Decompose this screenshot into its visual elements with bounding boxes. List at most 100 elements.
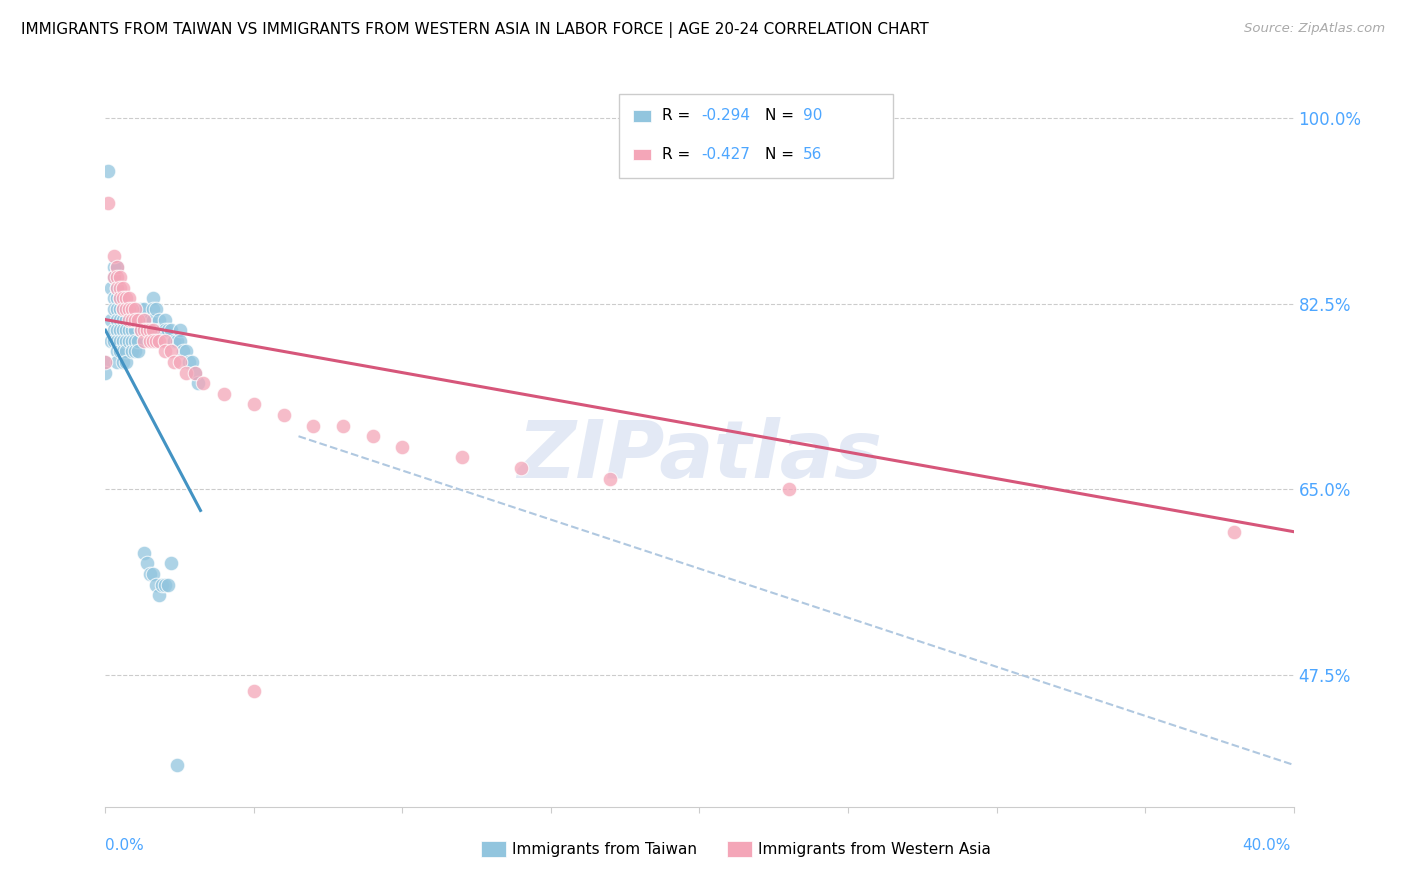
Point (103, 260, 125, 274)
Point (118, 334, 141, 348)
Point (105, 323, 128, 337)
Point (115, 334, 138, 348)
Point (105, 301, 128, 316)
Point (110, 323, 132, 337)
Point (110, 334, 132, 348)
Point (105, 260, 128, 274)
Point (153, 344, 176, 359)
Point (121, 323, 143, 337)
Point (112, 292, 135, 306)
Point (103, 292, 125, 306)
Text: 0.0%: 0.0% (105, 838, 145, 853)
Point (110, 270, 132, 285)
Point (159, 323, 181, 337)
Point (153, 312, 176, 326)
Point (142, 301, 165, 316)
Point (150, 577, 173, 591)
Point (115, 312, 138, 326)
Point (153, 577, 176, 591)
Point (132, 301, 155, 316)
Point (163, 355, 186, 369)
Point (169, 323, 191, 337)
Point (110, 312, 132, 326)
Point (129, 323, 152, 337)
Point (105, 281, 128, 295)
Point (129, 312, 152, 326)
Point (100, 334, 122, 348)
Point (391, 440, 413, 454)
Text: R =: R = (662, 147, 696, 161)
Point (139, 323, 162, 337)
Point (132, 312, 155, 326)
Point (166, 757, 188, 772)
Point (174, 344, 197, 359)
Point (105, 281, 128, 295)
Point (214, 387, 236, 401)
Text: 40.0%: 40.0% (1243, 838, 1291, 853)
Point (180, 355, 202, 369)
Point (243, 683, 266, 698)
Point (156, 577, 179, 591)
Point (121, 312, 143, 326)
Point (112, 334, 135, 348)
Point (177, 355, 200, 369)
Point (118, 323, 141, 337)
Point (450, 450, 472, 465)
Point (110, 292, 132, 306)
Point (136, 557, 159, 571)
Point (94, 355, 117, 369)
Point (115, 344, 138, 359)
Point (273, 408, 295, 422)
Point (124, 312, 146, 326)
Point (148, 334, 170, 348)
Point (105, 312, 128, 326)
Point (136, 323, 159, 337)
Text: N =: N = (765, 147, 799, 161)
Point (118, 292, 141, 306)
Point (169, 334, 191, 348)
Point (110, 281, 132, 295)
Point (124, 334, 146, 348)
Point (169, 355, 191, 369)
Point (183, 366, 205, 380)
Point (156, 323, 179, 337)
Point (159, 557, 181, 571)
Point (148, 312, 170, 326)
Point (110, 301, 132, 316)
Point (127, 334, 149, 348)
Point (118, 301, 141, 316)
Point (100, 281, 122, 295)
Text: -0.294: -0.294 (702, 109, 751, 123)
Text: N =: N = (765, 109, 799, 123)
Point (103, 323, 125, 337)
Point (148, 588, 170, 602)
Point (127, 344, 149, 359)
Point (100, 312, 122, 326)
Point (105, 260, 128, 274)
Text: R =: R = (662, 109, 696, 123)
Point (105, 292, 128, 306)
Point (103, 249, 125, 263)
Point (112, 301, 135, 316)
Point (124, 301, 146, 316)
Point (121, 344, 143, 359)
Point (105, 270, 128, 285)
Point (139, 312, 162, 326)
Point (163, 334, 186, 348)
Text: 56: 56 (803, 147, 823, 161)
Point (121, 334, 143, 348)
Point (118, 312, 141, 326)
Point (115, 323, 138, 337)
Text: Immigrants from Western Asia: Immigrants from Western Asia (758, 842, 991, 856)
Point (115, 301, 138, 316)
Point (174, 366, 197, 380)
Point (105, 355, 128, 369)
Point (599, 472, 621, 486)
Point (112, 323, 135, 337)
Point (105, 344, 128, 359)
Point (132, 323, 155, 337)
Point (94, 366, 117, 380)
Point (132, 334, 155, 348)
Point (112, 281, 135, 295)
Point (110, 292, 132, 306)
